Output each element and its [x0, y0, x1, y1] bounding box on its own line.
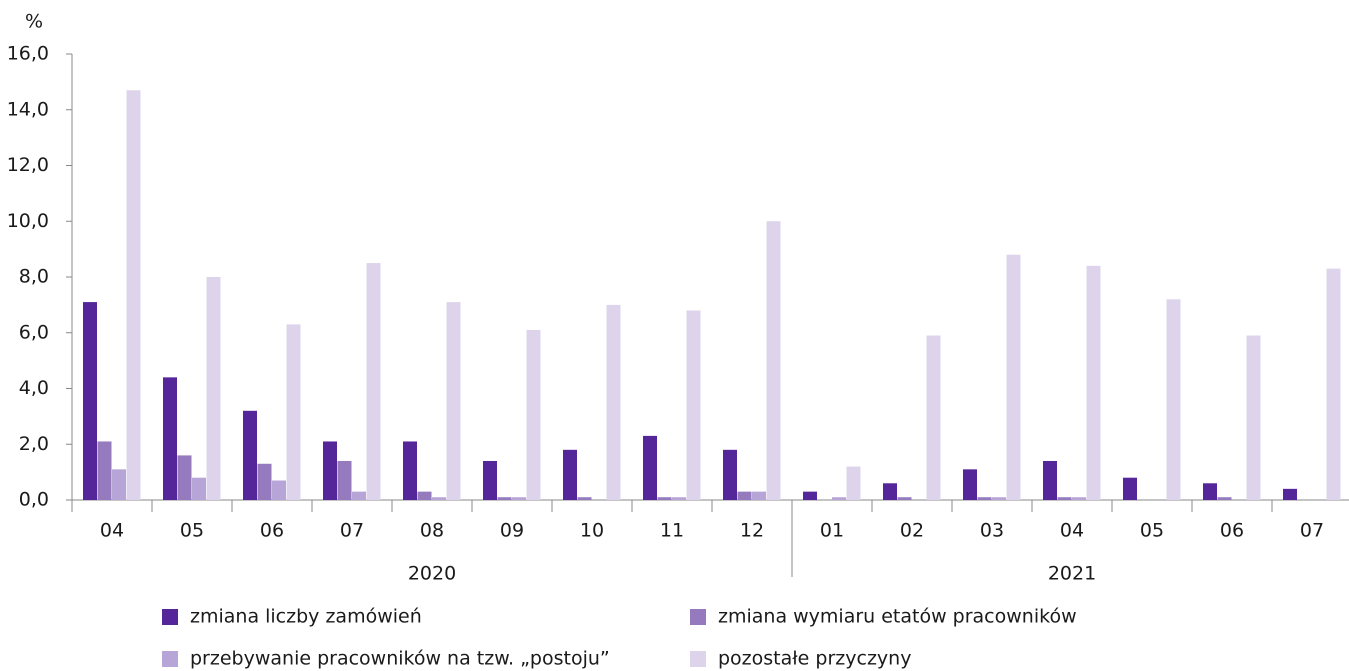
bar: [737, 491, 752, 500]
bar: [83, 302, 97, 500]
group-label: 2021: [1048, 563, 1096, 585]
bar: [432, 497, 446, 500]
x-tick-label: 09: [500, 520, 524, 542]
bar: [752, 491, 766, 500]
y-tick-label: 0,0: [19, 489, 49, 511]
x-tick-label: 07: [1300, 520, 1324, 542]
bar: [963, 469, 977, 500]
x-tick-label: 12: [740, 520, 764, 542]
bar: [643, 435, 657, 500]
legend-label: zmiana liczby zamówień: [190, 606, 422, 628]
legend-swatch: [690, 651, 706, 667]
bar: [403, 441, 417, 500]
bar: [1217, 497, 1232, 500]
bar: [657, 497, 672, 500]
bar: [803, 491, 817, 500]
bar: [323, 441, 337, 500]
bar: [723, 449, 737, 500]
bar: [897, 497, 912, 500]
bar: [977, 497, 992, 500]
x-tick-label: 06: [260, 520, 284, 542]
bar: [1123, 477, 1137, 500]
bar: [992, 497, 1006, 500]
bar: [846, 466, 861, 500]
bar: [1043, 460, 1057, 500]
x-tick-label: 02: [900, 520, 924, 542]
x-tick-label: 05: [180, 520, 204, 542]
x-tick-label: 07: [340, 520, 364, 542]
bar: [1006, 254, 1021, 500]
bar: [366, 263, 381, 500]
x-tick-label: 10: [580, 520, 604, 542]
legend-label: przebywanie pracowników na tzw. „postoju…: [190, 648, 610, 670]
group-label: 2020: [408, 563, 456, 585]
bar: [563, 449, 577, 500]
bar: [192, 477, 206, 500]
bar: [337, 460, 352, 500]
y-unit: %: [25, 11, 43, 33]
y-tick-label: 16,0: [7, 43, 49, 65]
x-tick-label: 04: [100, 520, 124, 542]
bar: [97, 441, 112, 500]
bar: [163, 377, 177, 500]
bar: [512, 497, 526, 500]
bar: [1326, 268, 1341, 500]
y-tick-label: 4,0: [19, 377, 49, 399]
x-tick-label: 03: [980, 520, 1004, 542]
bar: [672, 497, 686, 500]
legend-label: pozostałe przyczyny: [718, 648, 911, 670]
bar: [286, 324, 301, 500]
legend-label: zmiana wymiaru etatów pracowników: [718, 606, 1077, 628]
bar: [832, 497, 846, 500]
bar: [446, 302, 461, 500]
y-tick-label: 12,0: [7, 154, 49, 176]
bar: [1057, 497, 1072, 500]
y-tick-label: 6,0: [19, 321, 49, 343]
legend-swatch: [162, 651, 178, 667]
x-tick-label: 05: [1140, 520, 1164, 542]
y-tick-label: 10,0: [7, 210, 49, 232]
x-tick-label: 11: [660, 520, 684, 542]
x-tick-label: 04: [1060, 520, 1084, 542]
bar: [1072, 497, 1086, 500]
bar: [1166, 299, 1181, 500]
bar: [206, 277, 221, 500]
bar: [766, 221, 781, 500]
bar: [1283, 488, 1297, 500]
bar: [257, 463, 272, 500]
y-tick-label: 8,0: [19, 266, 49, 288]
bar: [243, 410, 257, 500]
x-tick-label: 06: [1220, 520, 1244, 542]
bar: [497, 497, 512, 500]
x-tick-label: 01: [820, 520, 844, 542]
bar: [417, 491, 432, 500]
bar: [577, 497, 592, 500]
y-tick-label: 14,0: [7, 98, 49, 120]
bar: [272, 480, 286, 500]
bar: [1086, 265, 1101, 500]
bar: [126, 90, 141, 501]
bar: [1203, 483, 1217, 500]
bar: [483, 460, 497, 500]
y-tick-label: 2,0: [19, 433, 49, 455]
bar: [606, 304, 621, 500]
bar: [686, 310, 701, 500]
legend-swatch: [690, 609, 706, 625]
bar: [1246, 335, 1261, 500]
bar: [177, 455, 192, 500]
bar: [883, 483, 897, 500]
bar: [352, 491, 366, 500]
bar: [112, 469, 126, 500]
legend-swatch: [162, 609, 178, 625]
bar: [526, 329, 541, 500]
x-tick-label: 08: [420, 520, 444, 542]
bar: [926, 335, 941, 500]
